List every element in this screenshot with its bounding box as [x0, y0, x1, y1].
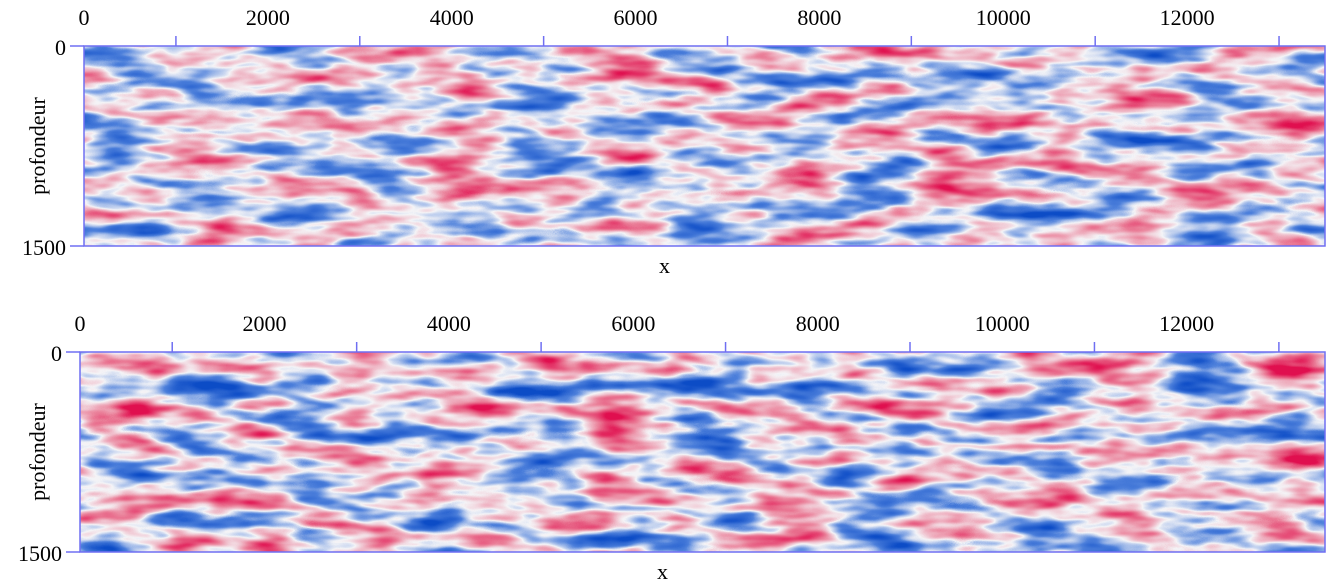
x-tick-label: 10000 — [975, 311, 1030, 336]
y-axis-label: profondeur — [25, 96, 50, 194]
x-tick-label: 10000 — [976, 5, 1031, 30]
y-tick-label: 0 — [51, 341, 62, 366]
x-tick-label: 6000 — [614, 5, 658, 30]
y-tick-label: 0 — [55, 35, 66, 60]
x-tick-label: 2000 — [246, 5, 290, 30]
x-tick-label: 4000 — [427, 311, 471, 336]
y-axis-label: profondeur — [25, 402, 50, 500]
x-tick-label: 2000 — [242, 311, 286, 336]
x-tick-label: 4000 — [430, 5, 474, 30]
x-tick-label: 0 — [75, 311, 86, 336]
x-axis-label: x — [657, 559, 668, 583]
x-tick-label: 0 — [79, 5, 90, 30]
y-tick-label: 1500 — [22, 235, 66, 260]
x-tick-label: 8000 — [797, 5, 841, 30]
x-tick-label: 6000 — [611, 311, 655, 336]
plot-frame — [79, 351, 1326, 553]
x-axis-label: x — [659, 253, 670, 278]
x-tick-label: 12000 — [1160, 5, 1215, 30]
x-tick-label: 8000 — [796, 311, 840, 336]
random-field — [80, 352, 1325, 552]
y-tick-label: 1500 — [18, 541, 62, 566]
x-tick-label: 12000 — [1159, 311, 1214, 336]
random-field — [84, 46, 1325, 246]
plot-frame — [83, 45, 1326, 247]
